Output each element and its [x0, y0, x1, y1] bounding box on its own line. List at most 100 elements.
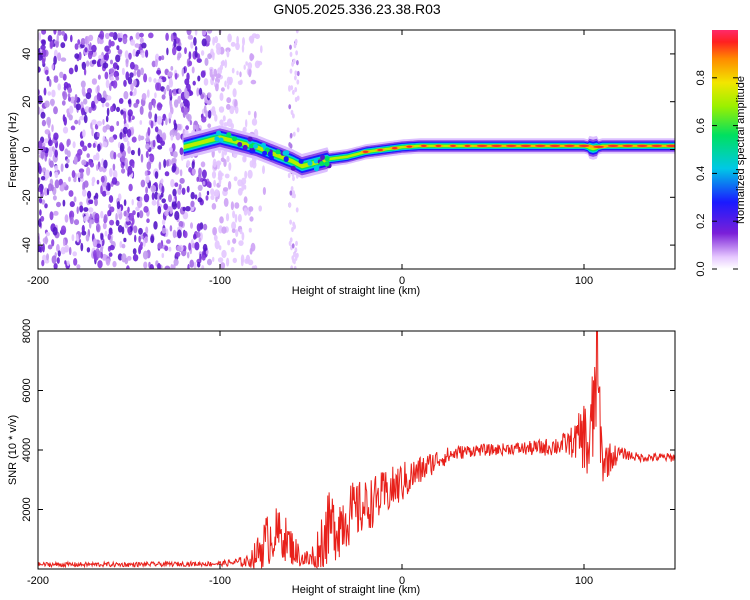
noise-blob: [218, 172, 224, 177]
noise-blob: [143, 193, 150, 203]
noise-blob: [201, 265, 205, 269]
noise-blob: [145, 186, 149, 194]
noise-blob: [235, 42, 240, 51]
noise-blob: [222, 187, 229, 192]
noise-blob: [139, 37, 144, 44]
noise-blob: [105, 32, 110, 40]
noise-blob: [123, 237, 127, 243]
noise-blob: [104, 45, 110, 52]
noise-blob: [174, 72, 178, 80]
noise-blob: [215, 73, 221, 79]
noise-blob: [293, 251, 297, 257]
noise-blob: [201, 30, 207, 36]
noise-blob: [230, 201, 234, 211]
noise-blob: [196, 223, 202, 232]
noise-blob: [247, 110, 251, 116]
noise-blob: [75, 103, 82, 111]
noise-blob: [54, 165, 59, 172]
noise-blob: [295, 207, 299, 213]
noise-blob: [215, 195, 218, 203]
noise-blob: [108, 68, 115, 74]
noise-blob: [51, 255, 57, 264]
noise-blob: [231, 221, 237, 230]
noise-blob: [210, 48, 214, 55]
noise-blob: [223, 159, 227, 167]
noise-blob: [123, 136, 129, 142]
noise-blob: [115, 54, 121, 63]
noise-blob: [136, 211, 140, 218]
noise-blob: [110, 59, 113, 65]
noise-blob: [176, 245, 182, 252]
noise-blob: [189, 259, 194, 268]
noise-blob: [221, 150, 225, 160]
noise-blob: [145, 150, 149, 159]
signal-blob: [324, 161, 330, 167]
snr-y-label: SNR (10 * v/v): [7, 415, 19, 485]
noise-blob: [41, 39, 46, 46]
signal-hotspot: [636, 144, 648, 147]
signal-blob: [247, 136, 253, 142]
colorbar-ticks: 0.0 0.2 0.4 0.6 0.8: [695, 70, 738, 277]
signal-blob: [262, 150, 268, 156]
noise-blob: [180, 153, 184, 161]
noise-blob: [44, 69, 49, 76]
noise-blob: [294, 75, 297, 81]
noise-blob: [223, 197, 229, 207]
noise-blob: [197, 197, 203, 203]
noise-blob: [40, 215, 45, 222]
noise-blob: [191, 66, 195, 74]
noise-blob: [108, 195, 114, 203]
noise-blob: [289, 143, 293, 149]
noise-blob: [185, 112, 190, 120]
x-tick-label: 100: [575, 275, 593, 287]
noise-blob: [168, 246, 172, 252]
noise-blob: [205, 195, 209, 201]
noise-blob: [101, 190, 107, 197]
x-tick-label: -100: [209, 575, 231, 587]
noise-blob: [196, 258, 202, 264]
noise-blob: [228, 76, 233, 84]
y-tick-label: 6000: [21, 378, 33, 402]
noise-blob: [241, 44, 245, 53]
noise-blob: [258, 205, 263, 212]
noise-blob: [243, 184, 247, 190]
noise-blob: [100, 185, 103, 195]
noise-blob: [64, 260, 67, 265]
noise-blob: [226, 83, 230, 90]
noise-blob: [121, 155, 126, 163]
spectrogram-plot-area: [38, 30, 675, 269]
snr-x-ticks: -200 -100 0 100: [27, 331, 593, 587]
noise-blob: [220, 87, 225, 92]
noise-blob: [73, 156, 78, 165]
noise-blob: [89, 161, 94, 168]
noise-blob: [289, 190, 293, 196]
noise-blob: [117, 32, 121, 39]
signal-hotspot: [420, 144, 427, 147]
noise-blob: [248, 227, 252, 233]
noise-blob: [296, 95, 300, 101]
noise-blob: [184, 78, 190, 86]
noise-blob: [96, 243, 102, 249]
noise-blob: [296, 70, 300, 77]
noise-blob: [172, 188, 177, 197]
noise-blob: [53, 210, 59, 216]
snr-panel: -200 -100 0 100 2000 4000 6000 8000 Height of …: [7, 319, 676, 596]
noise-blob: [212, 158, 217, 168]
noise-blob: [68, 105, 74, 115]
signal-blob: [324, 156, 330, 162]
figure-title: GN05.2025.336.23.38.R03: [273, 1, 441, 17]
noise-blob: [104, 230, 108, 237]
noise-blob: [71, 170, 76, 179]
noise-blob: [294, 38, 298, 45]
noise-blob: [227, 181, 232, 190]
noise-blob: [125, 220, 132, 226]
noise-blob: [132, 48, 136, 57]
noise-blob: [88, 34, 94, 42]
noise-blob: [94, 198, 98, 207]
noise-blob: [141, 42, 147, 49]
noise-blob: [145, 137, 151, 143]
signal-blob: [248, 143, 254, 149]
noise-blob: [290, 186, 294, 192]
noise-blob: [53, 55, 57, 65]
noise-blob: [233, 176, 238, 182]
